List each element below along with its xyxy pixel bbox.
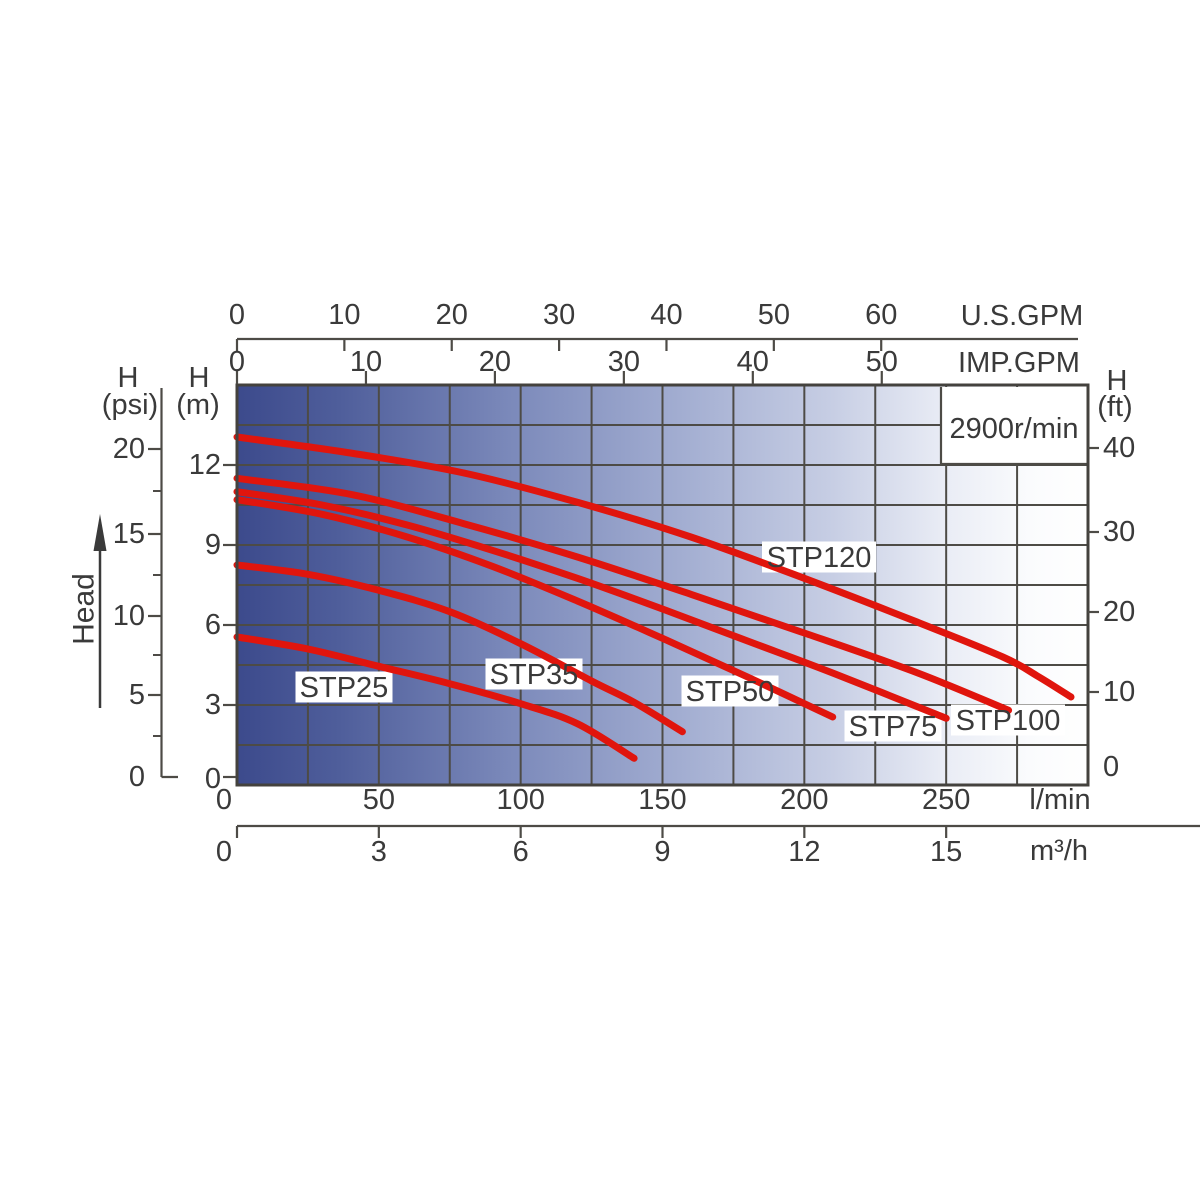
m-axis-name: H	[189, 362, 210, 394]
curve-label-stp100: STP100	[956, 705, 1061, 737]
pump-curve-stp35	[233, 561, 686, 736]
ft-axis-name: H	[1107, 365, 1128, 397]
lpm-tick-label: 0	[216, 784, 232, 816]
curve-label-stp25: STP25	[300, 672, 389, 704]
speed-label: 2900r/min	[950, 413, 1079, 445]
m-tick-label: 6	[205, 609, 221, 641]
psi-axis-unit: (psi)	[102, 389, 158, 421]
m-axis-unit: (m)	[176, 389, 219, 421]
head-arrow	[93, 514, 107, 708]
curve-label-stp75: STP75	[849, 711, 938, 743]
usgpm-tick-label: 20	[436, 299, 468, 331]
impgpm-unit-label: IMP.GPM	[958, 347, 1080, 379]
lpm-tick-label: 250	[922, 784, 970, 816]
curve-label-stp120: STP120	[767, 542, 872, 574]
m-tick-label: 12	[189, 449, 221, 481]
m3h-tick-label: 12	[788, 836, 820, 868]
curve-label-stp35: STP35	[490, 659, 579, 691]
m3h-unit-label: m³/h	[1030, 835, 1088, 867]
ft-tick-label: 40	[1103, 432, 1135, 464]
impgpm-tick-label: 40	[737, 346, 769, 378]
pump-curve-stp100	[233, 474, 1013, 714]
usgpm-tick-label: 10	[328, 299, 360, 331]
psi-axis-name: H	[118, 362, 139, 394]
pump-curve-stp120	[233, 433, 1075, 701]
psi-tick-label: 15	[113, 518, 145, 550]
ft-tick-label: 20	[1103, 596, 1135, 628]
usgpm-unit-label: U.S.GPM	[961, 300, 1083, 332]
head-arrow-head	[93, 514, 107, 551]
impgpm-tick-label: 20	[479, 346, 511, 378]
ft-tick-label: 30	[1103, 516, 1135, 548]
ft-axis-unit: (ft)	[1097, 391, 1132, 423]
plot-border	[235, 383, 1090, 787]
lpm-tick-label: 100	[496, 784, 544, 816]
psi-tick-label: 10	[113, 600, 145, 632]
psi-tick-label: 20	[113, 433, 145, 465]
m3h-tick-label: 15	[930, 836, 962, 868]
usgpm-tick-label: 50	[758, 299, 790, 331]
impgpm-tick-label: 30	[608, 346, 640, 378]
lpm-unit-label: l/min	[1029, 784, 1090, 816]
ft-tick-label: 0	[1103, 751, 1119, 783]
usgpm-tick-label: 30	[543, 299, 575, 331]
m3h-tick-label: 9	[654, 836, 670, 868]
pump-curve-stp25	[233, 633, 638, 762]
m-tick-label: 0	[205, 763, 221, 795]
psi-tick-label: 0	[129, 761, 145, 793]
usgpm-tick-label: 60	[865, 299, 897, 331]
lpm-tick-label: 50	[363, 784, 395, 816]
impgpm-tick-label: 0	[229, 346, 245, 378]
lpm-tick-label: 150	[638, 784, 686, 816]
pump-curve-stp50	[233, 496, 837, 721]
psi-tick-label: 5	[129, 679, 145, 711]
impgpm-tick-label: 50	[866, 346, 898, 378]
m3h-tick-label: 6	[513, 836, 529, 868]
usgpm-tick-label: 40	[650, 299, 682, 331]
curve-label-box	[295, 671, 393, 703]
pump-curves	[233, 433, 1075, 762]
m-tick-label: 3	[205, 689, 221, 721]
m3h-tick-label: 0	[216, 836, 232, 868]
head-axis-label: Head	[68, 573, 101, 645]
lpm-tick-label: 200	[780, 784, 828, 816]
impgpm-tick-label: 10	[350, 346, 382, 378]
curve-label-box	[844, 710, 942, 742]
m3h-tick-label: 3	[371, 836, 387, 868]
usgpm-tick-label: 0	[229, 299, 245, 331]
ft-tick-label: 10	[1103, 676, 1135, 708]
pump-curve-stp75	[233, 488, 950, 722]
m-tick-label: 9	[205, 529, 221, 561]
curve-label-stp50: STP50	[686, 676, 775, 708]
speed-label-box	[941, 387, 1087, 464]
